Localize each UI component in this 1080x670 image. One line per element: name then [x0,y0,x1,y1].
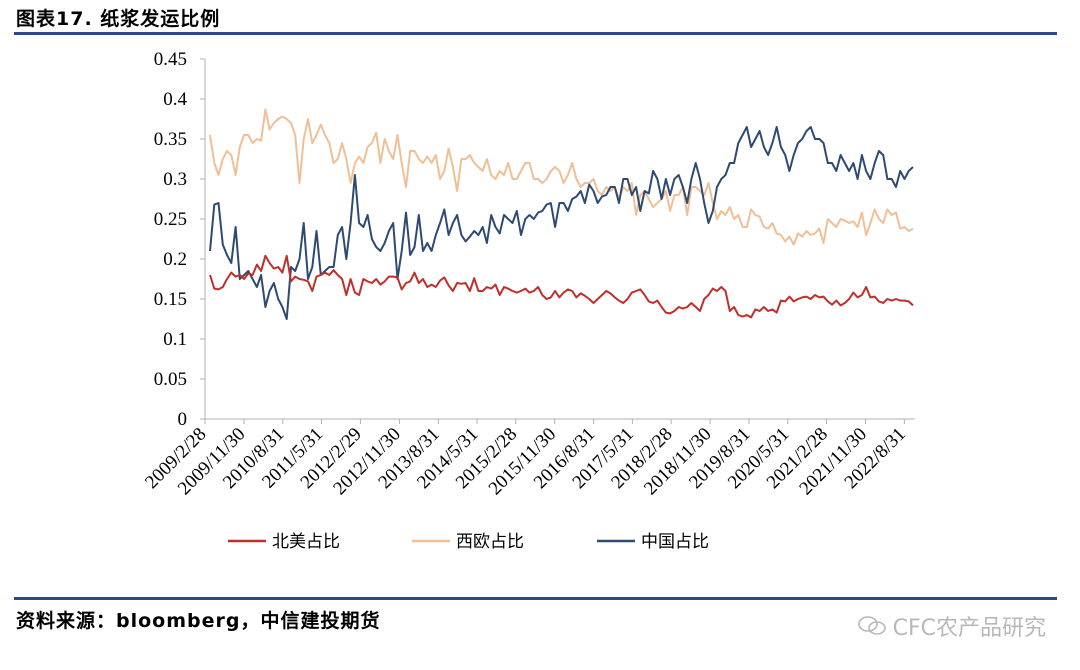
y-tick-label: 0.45 [154,49,187,70]
chart-series [209,108,914,320]
watermark: CFC农产品研究 [857,610,1046,642]
legend-label-1: 西欧占比 [456,532,524,552]
top-rule [14,32,1057,35]
y-tick-label: 0.1 [163,329,187,350]
series-line-1 [209,108,914,246]
y-tick-label: 0.4 [163,89,187,110]
y-tick-label: 0 [178,409,188,430]
series-line-0 [209,254,914,319]
source-note: 资料来源：bloomberg，中信建投期货 [16,610,381,632]
line-chart: 00.050.10.150.20.250.30.350.40.452009/2/… [141,49,915,552]
y-tick-label: 0.35 [154,129,187,150]
y-tick-label: 0.3 [163,169,187,190]
watermark-text: CFC农产品研究 [892,616,1046,641]
chart-axes: 00.050.10.150.20.250.30.350.40.452009/2/… [141,49,915,499]
series-line-2 [209,126,914,320]
wechat-icon [857,616,886,635]
chart-title: 图表17. 纸浆发运比例 [16,8,221,30]
y-tick-label: 0.25 [154,209,187,230]
chart-legend: 北美占比 西欧占比 中国占比 [228,532,709,552]
legend-label-2: 中国占比 [641,532,709,552]
y-tick-label: 0.15 [154,289,187,310]
bottom-rule [14,597,1057,600]
y-tick-label: 0.2 [163,249,187,270]
legend-label-0: 北美占比 [272,532,340,552]
y-tick-label: 0.05 [154,369,187,390]
